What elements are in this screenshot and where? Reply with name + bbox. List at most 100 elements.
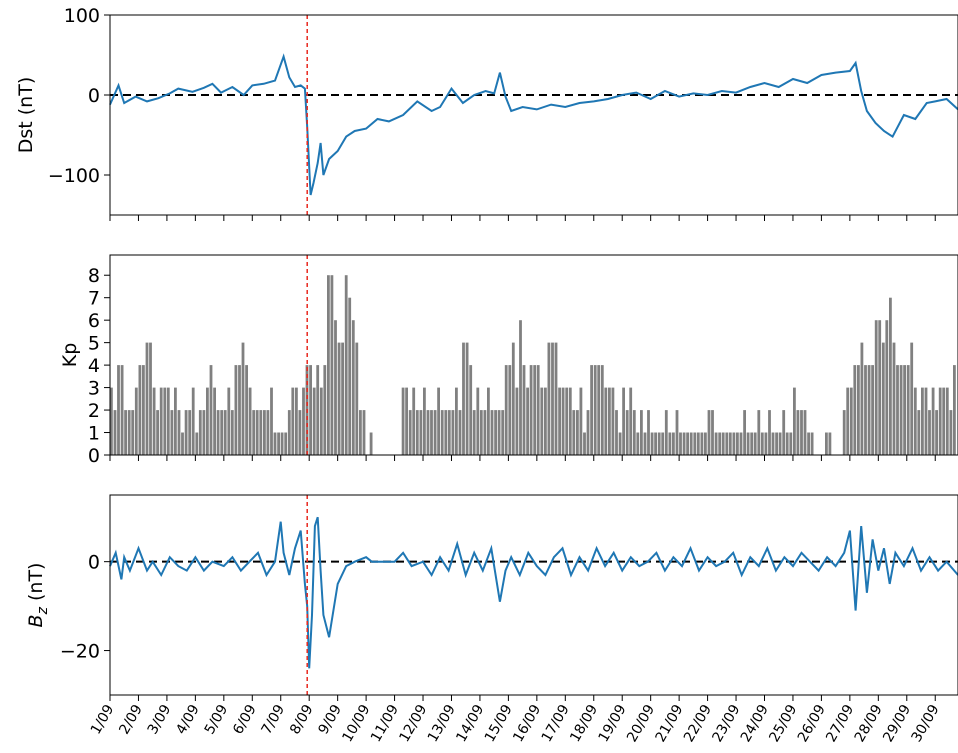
x-date-label: 20/09 — [624, 702, 658, 745]
y-tick-label: 2 — [88, 400, 100, 422]
kp-bar — [608, 387, 611, 455]
dst-series-line — [109, 53, 958, 196]
kp-bar — [739, 432, 743, 455]
kp-bar — [490, 410, 494, 455]
kp-bar — [632, 410, 636, 455]
kp-bar — [885, 320, 889, 455]
kp-bar — [796, 410, 800, 455]
kp-bar — [857, 365, 860, 455]
x-date-label: 10/09 — [340, 702, 374, 745]
x-date-label: 26/09 — [795, 702, 829, 745]
kp-bar — [725, 432, 729, 455]
kp-bar — [156, 410, 159, 455]
kp-bar — [327, 275, 330, 455]
kp-bar — [110, 387, 113, 455]
kp-bar — [487, 387, 490, 455]
kp-bar — [472, 410, 476, 455]
kp-bar — [213, 387, 216, 455]
dst-plot-frame — [109, 14, 958, 216]
y-tick-label: 5 — [88, 333, 100, 355]
kp-bar — [401, 387, 405, 455]
kp-bar — [846, 387, 850, 455]
kp-bar — [896, 365, 899, 455]
kp-bar — [654, 432, 657, 455]
kp-bar — [494, 410, 497, 455]
y-tick-label: 8 — [88, 265, 100, 287]
kp-bar — [931, 387, 935, 455]
kp-bar — [682, 432, 686, 455]
kp-bar — [764, 432, 768, 455]
kp-bar — [455, 387, 458, 455]
kp-bar — [650, 432, 654, 455]
kp-bar — [266, 410, 270, 455]
kp-bar — [515, 387, 519, 455]
x-date-label: 30/09 — [909, 702, 943, 745]
kp-bar — [159, 387, 163, 455]
kp-bar — [369, 432, 373, 455]
kp-bar — [757, 410, 761, 455]
kp-bar — [942, 387, 946, 455]
kp-bar — [166, 387, 170, 455]
kp-bar — [241, 342, 245, 455]
kp-bar — [540, 387, 544, 455]
kp-bar — [750, 432, 754, 455]
kp-bar — [223, 410, 227, 455]
kp-bar — [536, 365, 540, 455]
kp-bar — [234, 365, 238, 455]
x-date-label: 3/09 — [145, 702, 175, 737]
kp-bar — [433, 410, 437, 455]
kp-bar — [928, 410, 931, 455]
x-date-label: 21/09 — [653, 702, 687, 745]
kp-bar — [732, 432, 736, 455]
kp-bar — [334, 320, 337, 455]
kp-bar — [583, 432, 586, 455]
kp-y-axis-label: Kp — [59, 343, 81, 368]
kp-bar — [561, 387, 565, 455]
kp-bar — [351, 320, 355, 455]
kp-bar — [636, 432, 640, 455]
kp-bar — [924, 387, 928, 455]
x-date-label: 23/09 — [709, 702, 743, 745]
x-date-label: 28/09 — [852, 702, 886, 745]
x-date-label: 4/09 — [173, 702, 203, 737]
kp-bar — [423, 387, 426, 455]
kp-bar — [127, 410, 131, 455]
kp-bar — [657, 432, 661, 455]
bz-y-axis-label: Bz (nT) — [25, 563, 51, 628]
kp-bar — [675, 410, 679, 455]
kp-bar — [174, 387, 177, 455]
y-tick-label: 100 — [64, 5, 100, 27]
kp-bar — [696, 432, 700, 455]
kp-bar — [341, 342, 344, 455]
kp-bar — [348, 297, 352, 455]
kp-bar — [501, 410, 505, 455]
kp-bar — [718, 432, 722, 455]
kp-bar — [195, 432, 199, 455]
kp-bar — [206, 387, 209, 455]
kp-bar — [440, 410, 444, 455]
kp-bar — [426, 410, 430, 455]
kp-bar — [295, 387, 298, 455]
kp-bar — [277, 432, 280, 455]
kp-bar — [693, 432, 697, 455]
kp-bar — [263, 410, 266, 455]
kp-bar — [668, 432, 672, 455]
kp-bar — [600, 365, 604, 455]
x-date-label: 12/09 — [396, 702, 430, 745]
kp-bar — [284, 432, 288, 455]
kp-bar — [736, 432, 739, 455]
kp-bar — [280, 432, 284, 455]
kp-bar — [113, 410, 117, 455]
kp-bar — [519, 320, 522, 455]
x-date-label: 19/09 — [596, 702, 630, 745]
kp-bar — [647, 410, 650, 455]
kp-bar — [597, 365, 601, 455]
kp-bar — [881, 342, 885, 455]
kp-bar — [405, 387, 408, 455]
kp-bar — [533, 365, 537, 455]
kp-bar — [437, 387, 440, 455]
x-date-label: 24/09 — [738, 702, 772, 745]
kp-bar — [323, 365, 327, 455]
kp-bar — [945, 387, 949, 455]
